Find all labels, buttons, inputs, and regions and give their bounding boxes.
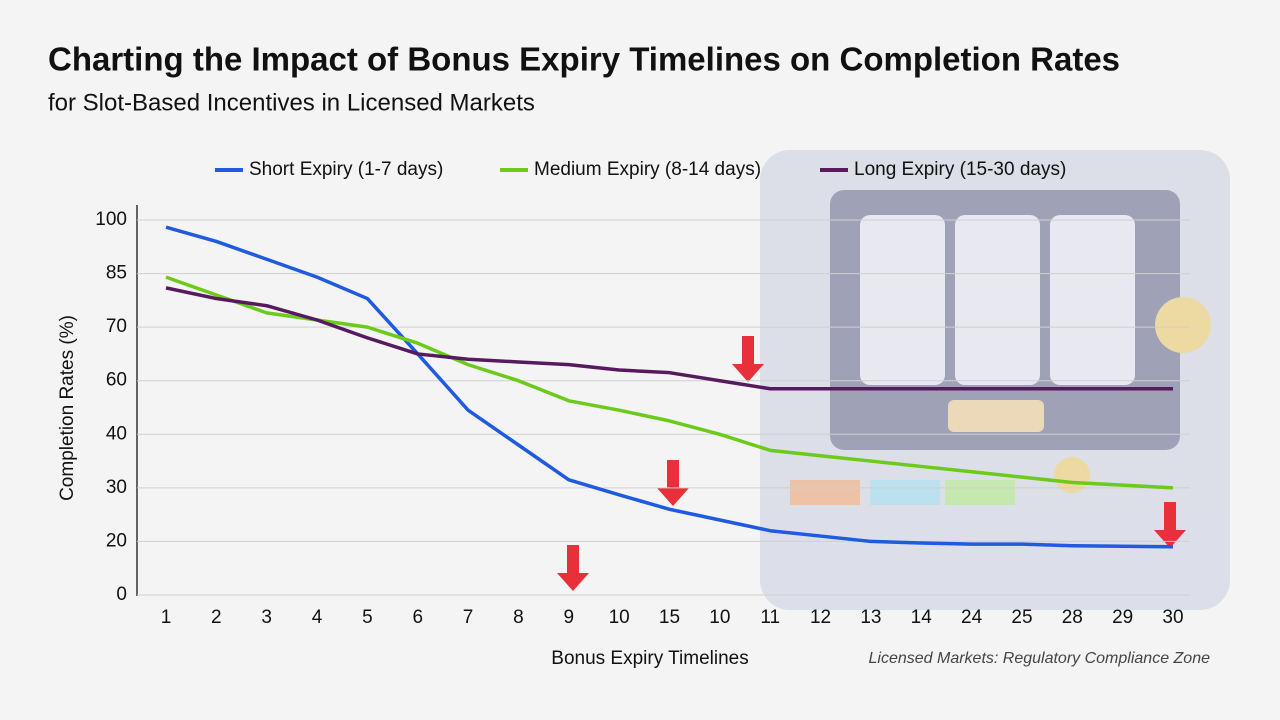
chart-subtitle: for Slot-Based Incentives in Licensed Ma…: [48, 89, 535, 116]
x-tick-label: 25: [1011, 607, 1032, 628]
x-tick-label: 8: [513, 607, 524, 628]
red-arrows: [557, 336, 1186, 591]
y-tick-label: 60: [106, 370, 127, 391]
y-tick-label: 20: [106, 530, 127, 551]
y-tick-label: 70: [106, 316, 127, 337]
x-tick-label: 10: [709, 607, 730, 628]
legend-label: Long Expiry (15-30 days): [854, 159, 1066, 180]
x-axis-label: Bonus Expiry Timelines: [551, 648, 748, 669]
chart-title: Charting the Impact of Bonus Expiry Time…: [48, 41, 1120, 78]
y-tick-label: 30: [106, 477, 127, 498]
x-tick-label: 9: [564, 607, 575, 628]
x-tick-label: 6: [412, 607, 423, 628]
x-tick-label: 15: [659, 607, 680, 628]
annotation: Licensed Markets: Regulatory Compliance …: [869, 650, 1211, 667]
x-tick-label: 13: [860, 607, 881, 628]
y-tick-label: 40: [106, 423, 127, 444]
legend-label: Medium Expiry (8-14 days): [534, 159, 761, 180]
x-tick-label: 4: [312, 607, 323, 628]
y-tick-label: 0: [116, 584, 127, 605]
x-tick-label: 3: [261, 607, 272, 628]
x-tick-label: 24: [961, 607, 983, 628]
slot-machine-decor: [760, 150, 1230, 610]
x-tick-label: 2: [211, 607, 222, 628]
series-line: [165, 225, 1174, 549]
x-tick-label: 14: [911, 607, 933, 628]
legend-label: Short Expiry (1-7 days): [249, 159, 443, 180]
y-tick-label: 85: [106, 263, 127, 284]
series-line: [165, 275, 1174, 490]
y-tick-label: 100: [95, 209, 127, 230]
x-tick-label: 30: [1162, 607, 1183, 628]
x-tick-label: 28: [1062, 607, 1083, 628]
x-tick-label: 5: [362, 607, 373, 628]
y-axis-label: Completion Rates (%): [57, 315, 78, 501]
x-tick-label: 29: [1112, 607, 1133, 628]
x-tick-label: 7: [463, 607, 474, 628]
series-line: [165, 286, 1173, 391]
x-tick-label: 11: [760, 607, 780, 628]
x-tick-label: 10: [609, 607, 630, 628]
x-tick-label: 1: [161, 607, 172, 628]
x-tick-label: 12: [810, 607, 831, 628]
